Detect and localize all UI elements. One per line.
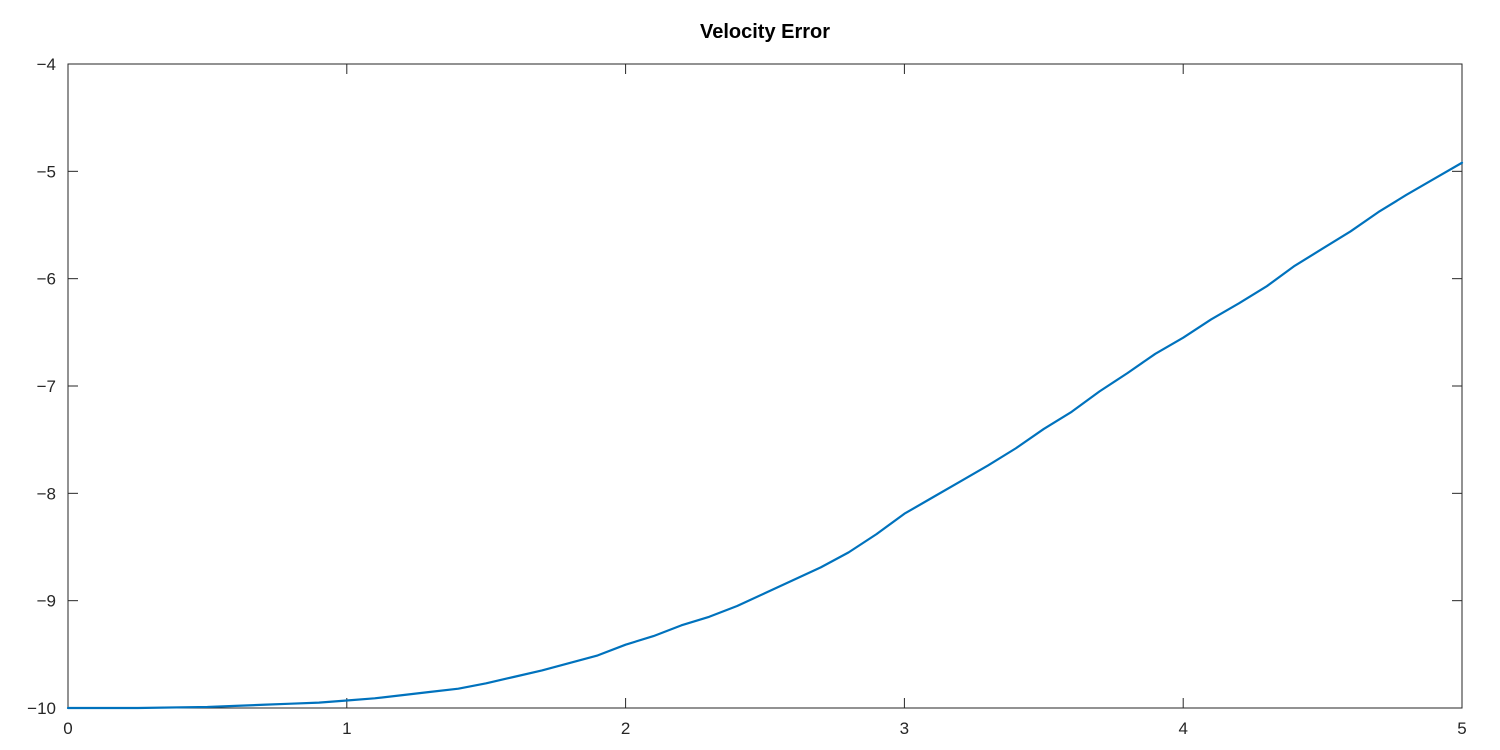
y-tick-label: −7 (37, 377, 56, 396)
series-line (66, 161, 1464, 710)
x-axis: 0 1 2 3 4 5 (63, 64, 1467, 738)
x-tick-label: 4 (1178, 719, 1187, 738)
x-tick-label: 3 (900, 719, 909, 738)
y-tick-label: −4 (37, 55, 56, 74)
series-layer (66, 161, 1464, 710)
y-axis: −10 −9 −8 −7 −6 −5 −4 (27, 55, 1462, 718)
chart-title: Velocity Error (700, 21, 830, 43)
x-tick-label: 0 (63, 719, 72, 738)
y-tick-label: −9 (37, 592, 56, 611)
y-tick-label: −6 (37, 270, 56, 289)
x-tick-label: 5 (1457, 719, 1466, 738)
y-tick-label: −10 (27, 699, 56, 718)
plot-area (67, 63, 1463, 709)
x-tick-label: 1 (342, 719, 351, 738)
x-tick-label: 2 (621, 719, 630, 738)
y-tick-label: −5 (37, 162, 56, 181)
y-tick-label: −8 (37, 484, 56, 503)
